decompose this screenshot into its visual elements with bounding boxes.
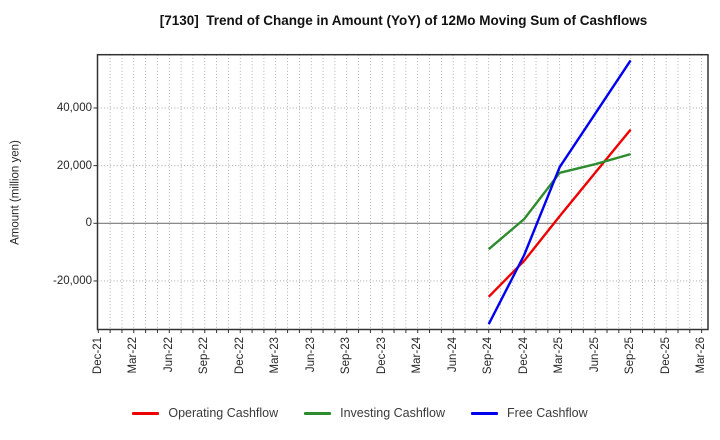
x-tick-label: Mar-23 <box>269 337 282 374</box>
x-tick-label: Dec-21 <box>91 337 104 375</box>
series-line-investing-cashflow <box>487 152 631 251</box>
x-tick-label: Dec-23 <box>375 337 388 375</box>
plot-border <box>96 53 709 331</box>
x-tick-label: Mar-25 <box>553 337 566 374</box>
legend-item-free-cashflow: Free Cashflow <box>471 406 588 420</box>
legend-label: Operating Cashflow <box>168 406 279 420</box>
x-tick-label: Sep-24 <box>482 337 495 375</box>
y-tick-label: 20,000 <box>56 159 92 172</box>
series-line-operating-cashflow <box>487 128 632 298</box>
x-tick-label: Jun-25 <box>588 337 601 373</box>
x-tick-label: Jun-22 <box>162 337 175 373</box>
investing-cashflow-line-swatch <box>304 411 332 415</box>
x-tick-label: Mar-24 <box>411 337 424 374</box>
x-tick-label: Sep-23 <box>340 337 353 375</box>
x-tick-label: Dec-22 <box>233 337 246 375</box>
chart-title: [7130] Trend of Change in Amount (YoY) o… <box>159 13 648 28</box>
legend-item-investing-cashflow: Investing Cashflow <box>304 406 445 420</box>
x-tick-label: Mar-26 <box>695 337 708 374</box>
operating-cashflow-line-swatch <box>132 411 160 415</box>
free-cashflow-line-swatch <box>471 411 499 415</box>
x-tick-label: Dec-24 <box>517 337 530 375</box>
x-tick-label: Sep-25 <box>624 337 637 375</box>
x-tick-label: Dec-25 <box>659 337 672 375</box>
legend-item-operating-cashflow: Operating Cashflow <box>132 406 278 420</box>
legend-label: Investing Cashflow <box>340 406 446 420</box>
x-tick-label: Sep-22 <box>198 337 211 375</box>
legend: Operating Cashflow Investing Cashflow Fr… <box>0 402 720 424</box>
series-line-free-cashflow <box>487 59 632 325</box>
x-tick-label: Jun-23 <box>304 337 317 373</box>
y-tick-label: 0 <box>85 217 92 230</box>
y-tick-label: -20,000 <box>52 274 92 287</box>
legend-label: Free Cashflow <box>507 406 588 420</box>
x-tick-label: Mar-22 <box>127 337 140 374</box>
x-tick-label: Jun-24 <box>446 337 459 373</box>
y-tick-label: 40,000 <box>56 101 92 114</box>
